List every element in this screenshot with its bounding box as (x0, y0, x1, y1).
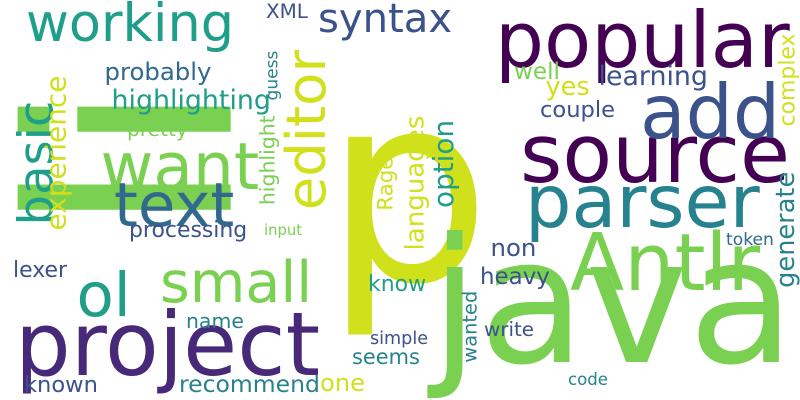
word-java: java (430, 200, 795, 400)
word-experience: experience (39, 74, 73, 231)
word-processing: processing (129, 218, 248, 243)
word-text: text (114, 169, 235, 241)
word-generate: generate (770, 171, 800, 288)
word-project: project (15, 293, 321, 396)
word-source: source (520, 107, 791, 202)
word-couple: couple (540, 96, 616, 123)
word-xml: XML (266, 0, 308, 23)
word-complex: complex (775, 33, 800, 127)
word-option: option (427, 119, 461, 208)
word-ol: ol (76, 259, 131, 331)
word-probably: probably (104, 57, 212, 86)
word-simple: simple (370, 329, 429, 349)
word-heavy: heavy (480, 264, 550, 290)
word-code: code (568, 370, 609, 389)
word-working: working (26, 0, 234, 54)
word-highlight: highlight (255, 115, 280, 206)
word-highlighting: highlighting (111, 84, 271, 116)
word-known: known (24, 372, 98, 398)
word-name: name (186, 309, 244, 333)
word-token: token (726, 230, 774, 250)
word-add: add (640, 68, 781, 156)
word-learning: learning (598, 60, 708, 92)
word-write: write (484, 318, 535, 341)
word-small: small (160, 249, 313, 316)
word-editor: editor (273, 50, 338, 211)
word-want: want (100, 130, 260, 205)
word-yes: yes (545, 71, 590, 102)
word-lexer: lexer (13, 258, 68, 283)
word-input: input (264, 221, 303, 239)
word-popular: popular (495, 0, 790, 86)
word-recommend: recommend (179, 369, 320, 398)
word-parser: parser (525, 160, 760, 245)
word-seems: seems (352, 345, 420, 369)
word-pretty: pretty (127, 116, 188, 141)
word-ragel: Ragel (373, 150, 399, 211)
word-wanted: wanted (457, 290, 481, 363)
word-non: non (490, 233, 537, 262)
word-languages: languages (399, 115, 430, 250)
word-syntax: syntax (318, 0, 453, 42)
word-know: know (368, 272, 427, 297)
word-one: one (320, 369, 366, 397)
word-well: well (514, 58, 560, 85)
word-guess: guess (261, 50, 282, 100)
word-antlr: Antlr (570, 216, 761, 309)
word-p: p (324, 37, 491, 342)
